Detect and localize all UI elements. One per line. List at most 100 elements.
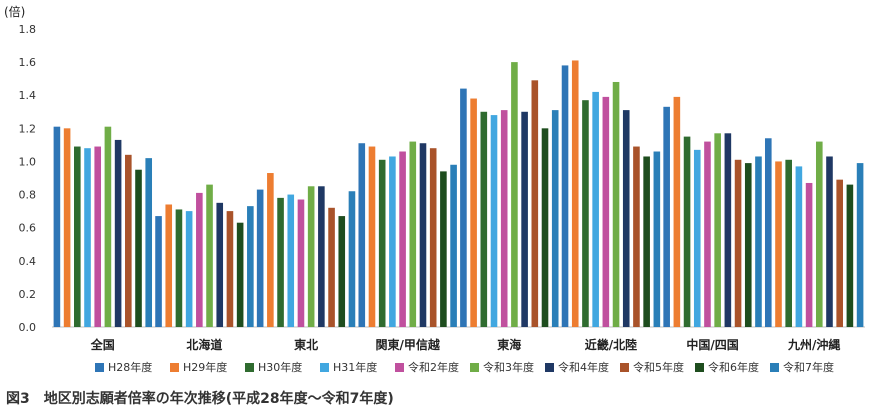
bar <box>521 111 528 327</box>
bar <box>114 139 122 327</box>
bar <box>511 62 518 328</box>
bar <box>267 173 274 327</box>
bar <box>256 189 264 327</box>
bar <box>185 211 193 327</box>
bar <box>389 156 396 327</box>
category-label: 東北 <box>294 337 318 352</box>
bar <box>84 148 91 327</box>
bar <box>196 192 203 327</box>
bar <box>226 211 234 327</box>
bar <box>571 60 579 328</box>
bar <box>704 141 711 327</box>
y-tick-label: 1.6 <box>19 56 37 69</box>
bar <box>287 194 295 327</box>
bar <box>216 202 224 327</box>
bar <box>277 197 284 327</box>
legend-label: H29年度 <box>183 360 227 374</box>
bar <box>104 126 112 328</box>
bar <box>551 110 559 328</box>
bar <box>531 80 539 327</box>
y-tick-label: 0.8 <box>19 189 37 202</box>
bar <box>460 88 467 327</box>
bar <box>612 81 620 327</box>
bar <box>693 149 701 327</box>
category-label: 東海 <box>497 337 521 352</box>
bar <box>663 106 670 327</box>
bar-chart: 0.0 0.2 0.4 0.6 0.8 1.0 1.2 1.4 1.6 1.8 全国 北海道 東北 関東… <box>19 23 865 374</box>
legend-swatch <box>245 363 254 372</box>
legend-label: H30年度 <box>258 360 302 374</box>
bar <box>805 182 813 327</box>
bar <box>236 222 244 327</box>
legend-label: 令和7年度 <box>783 360 834 374</box>
bar <box>247 206 254 327</box>
bar <box>622 110 630 328</box>
category-label: 中国/四国 <box>686 337 738 352</box>
y-tick-label: 1.4 <box>19 89 37 102</box>
legend-swatch <box>170 363 179 372</box>
bar <box>764 138 772 327</box>
category-label: 近畿/北陸 <box>585 337 637 352</box>
bar <box>582 100 589 327</box>
bar <box>592 91 599 327</box>
bar <box>206 184 213 327</box>
legend-swatch <box>320 363 329 372</box>
bar <box>399 151 406 327</box>
bar <box>409 141 417 327</box>
bar <box>602 96 610 327</box>
y-tick-label: 1.0 <box>19 155 37 168</box>
legend-label: H31年度 <box>333 360 377 374</box>
bar <box>307 186 315 327</box>
bar <box>135 169 142 327</box>
bar <box>470 98 477 327</box>
legend: H28年度 H29年度 H30年度 H31年度 令和2年度 令和3年度 令和4年度 令和5年度… <box>95 360 834 374</box>
bar <box>490 115 498 327</box>
bar <box>368 146 376 327</box>
bar <box>328 207 335 327</box>
bar <box>165 204 173 327</box>
category-label: 北海道 <box>186 337 222 352</box>
bar <box>145 158 153 327</box>
bar <box>541 128 549 327</box>
legend-label: 令和4年度 <box>558 360 609 374</box>
bar <box>683 136 691 327</box>
bar <box>348 191 356 327</box>
bar <box>755 156 762 327</box>
bar <box>440 171 447 327</box>
category-label: 全国 <box>90 337 115 352</box>
bar <box>500 110 508 328</box>
figure-caption: 図3 地区別志願者倍率の年次推移(平成28年度～令和7年度) <box>6 391 394 407</box>
bar <box>561 65 569 328</box>
bar <box>846 184 854 327</box>
bar <box>775 161 782 327</box>
bar <box>724 133 732 327</box>
y-tick-label: 0.6 <box>19 222 37 235</box>
y-tick-label: 0.4 <box>19 255 37 268</box>
bar <box>63 128 71 327</box>
bar <box>643 156 650 327</box>
legend-label: 令和3年度 <box>483 360 534 374</box>
y-unit-label: (倍) <box>4 5 26 19</box>
bar <box>785 159 792 327</box>
legend-swatch <box>95 363 104 372</box>
bar <box>450 164 457 327</box>
y-axis: 0.0 0.2 0.4 0.6 0.8 1.0 1.2 1.4 1.6 1.8 <box>19 23 865 334</box>
bar <box>480 111 488 327</box>
bar <box>653 151 661 327</box>
bar <box>338 216 346 327</box>
y-tick-label: 0.0 <box>19 321 37 334</box>
bar <box>714 133 721 327</box>
bar <box>856 163 864 327</box>
legend-swatch <box>470 363 479 372</box>
bar <box>378 159 386 327</box>
category-label: 関東/甲信越 <box>376 337 441 352</box>
bar <box>419 143 427 327</box>
bar <box>744 163 752 327</box>
y-tick-label: 0.2 <box>19 288 37 301</box>
bar <box>318 186 325 327</box>
bar <box>429 148 437 327</box>
bar <box>297 199 305 327</box>
bar <box>734 159 742 327</box>
bar <box>795 166 803 327</box>
bar <box>94 146 102 327</box>
